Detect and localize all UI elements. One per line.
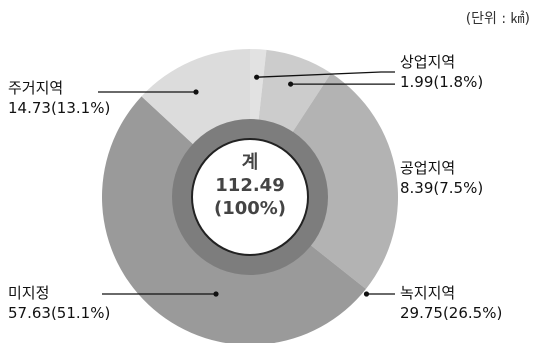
- label-green-name: 녹지지역: [400, 284, 456, 302]
- center-total-percent: (100%): [213, 198, 287, 219]
- label-commercial: 상업지역 1.99(1.8%): [400, 52, 483, 92]
- center-total-value: 112.49: [215, 175, 285, 196]
- center-total-label: 계: [241, 152, 259, 173]
- leader-line-0: [256, 71, 395, 78]
- leader-dot-3: [213, 291, 219, 297]
- slice-3: [102, 96, 366, 343]
- label-green: 녹지지역 29.75(26.5%): [400, 283, 502, 323]
- label-industrial: 공업지역 8.39(7.5%): [400, 158, 483, 198]
- label-undesignated-value: 57.63(51.1%): [8, 304, 111, 322]
- label-residential: 주거지역 14.73(13.1%): [8, 78, 110, 118]
- leader-dot-0: [254, 74, 260, 80]
- label-residential-name: 주거지역: [8, 79, 64, 97]
- label-undesignated-name: 미지정: [8, 284, 50, 302]
- label-industrial-name: 공업지역: [400, 159, 456, 177]
- unit-note: (단위 : ㎢): [465, 11, 530, 27]
- label-residential-value: 14.73(13.1%): [8, 99, 111, 117]
- label-industrial-value: 8.39(7.5%): [400, 179, 484, 197]
- label-undesignated: 미지정 57.63(51.1%): [8, 283, 110, 323]
- label-commercial-name: 상업지역: [400, 53, 456, 71]
- center-total: 계 112.49 (100%): [192, 151, 308, 220]
- label-commercial-value: 1.99(1.8%): [400, 73, 484, 91]
- center-disc: [191, 138, 309, 256]
- leader-dot-4: [193, 89, 199, 95]
- leader-dot-2: [363, 291, 370, 297]
- slice-0: [250, 49, 267, 140]
- label-green-value: 29.75(26.5%): [400, 304, 503, 322]
- leader-dot-1: [288, 81, 294, 87]
